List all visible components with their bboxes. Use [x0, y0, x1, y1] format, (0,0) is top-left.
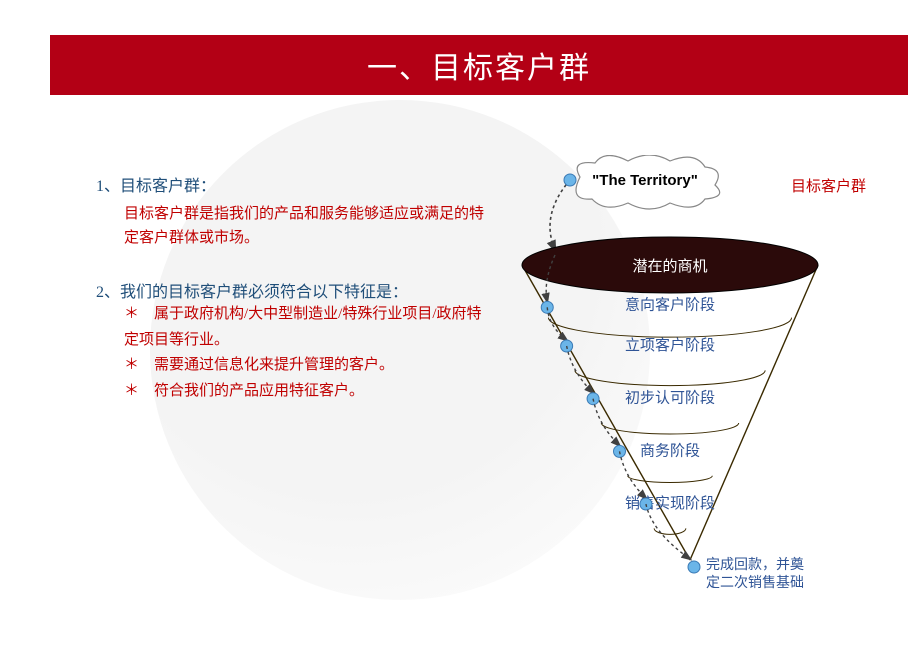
- funnel-stage-label: 初步认可阶段: [625, 390, 715, 407]
- section1-num: 1、: [96, 178, 120, 195]
- page-title: 一、目标客户群: [367, 43, 591, 87]
- funnel-connector: [593, 399, 619, 446]
- funnel-stage-label: 立项客户阶段: [625, 337, 715, 354]
- section1: 1、目标客户群： 目标客户群是指我们的产品和服务能够适应或满足的特定客户群体或市…: [96, 172, 496, 250]
- funnel-stage-dot: [587, 393, 599, 405]
- section2-bullet: ＊ 符合我们的产品应用特征客户。: [124, 379, 496, 405]
- section1-title: 目标客户群：: [120, 178, 216, 195]
- left-text-block: 1、目标客户群： 目标客户群是指我们的产品和服务能够适应或满足的特定客户群体或市…: [96, 172, 496, 404]
- funnel-connector: [567, 346, 593, 393]
- funnel-top-label: 潜在的商机: [632, 258, 707, 275]
- section2-bullet: ＊ 需要通过信息化来提升管理的客户。: [124, 353, 496, 379]
- funnel-diagram: "The Territory" 潜在的商机 意向客户阶段立项客户阶段初步认可阶段…: [510, 155, 870, 615]
- funnel-stage-label: 意向客户阶段: [625, 295, 715, 313]
- territory-outside-label: 目标客户群: [791, 175, 866, 196]
- funnel-divider: [628, 476, 713, 483]
- territory-cloud: "The Territory": [576, 155, 720, 209]
- funnel-divider: [575, 370, 765, 385]
- section2: 2、我们的目标客户群必须符合以下特征是： ＊ 属于政府机构/大中型制造业/特殊行…: [96, 278, 496, 404]
- dot-aftersale: [688, 561, 700, 573]
- aftersale: 完成回款，并奠 定二次销售基础: [688, 556, 804, 590]
- section2-bullet: ＊ 属于政府机构/大中型制造业/特殊行业项目/政府特定项目等行业。: [124, 302, 496, 353]
- dot-cloud: [564, 174, 576, 186]
- funnel-divider: [548, 318, 791, 337]
- header-band: 一、目标客户群: [50, 35, 908, 95]
- section2-bullets: ＊ 属于政府机构/大中型制造业/特殊行业项目/政府特定项目等行业。＊ 需要通过信…: [96, 302, 496, 404]
- funnel-stage-dot: [640, 498, 652, 510]
- cloud-text: "The Territory": [592, 172, 698, 189]
- arrow-cloud-to-funnel: [550, 180, 570, 250]
- funnel-stage-label: 商务阶段: [640, 442, 700, 459]
- section2-title: 我们的目标客户群必须符合以下特征是：: [120, 284, 408, 301]
- section2-num: 2、: [96, 284, 120, 301]
- funnel-stage-label: 销售实现阶段: [625, 495, 715, 512]
- section1-body: 目标客户群是指我们的产品和服务能够适应或满足的特定客户群体或市场。: [124, 202, 496, 250]
- funnel-stage-labels: 意向客户阶段立项客户阶段初步认可阶段商务阶段销售实现阶段: [625, 295, 715, 512]
- aftersale-line1: 完成回款，并奠: [706, 556, 804, 572]
- funnel-divider: [601, 423, 738, 434]
- funnel-svg: "The Territory" 潜在的商机 意向客户阶段立项客户阶段初步认可阶段…: [510, 155, 870, 615]
- funnel-stage-dot: [561, 340, 573, 352]
- aftersale-line2: 定二次销售基础: [706, 574, 804, 590]
